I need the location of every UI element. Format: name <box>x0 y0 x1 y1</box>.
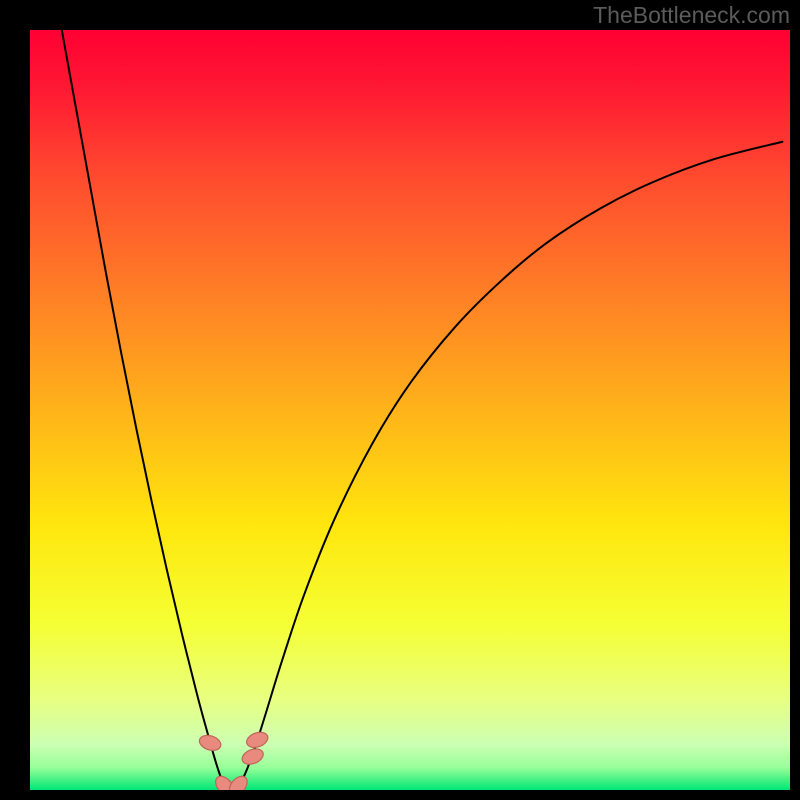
gradient-background <box>30 30 790 790</box>
bottleneck-curve-chart <box>0 0 800 800</box>
chart-frame: TheBottleneck.com <box>0 0 800 800</box>
